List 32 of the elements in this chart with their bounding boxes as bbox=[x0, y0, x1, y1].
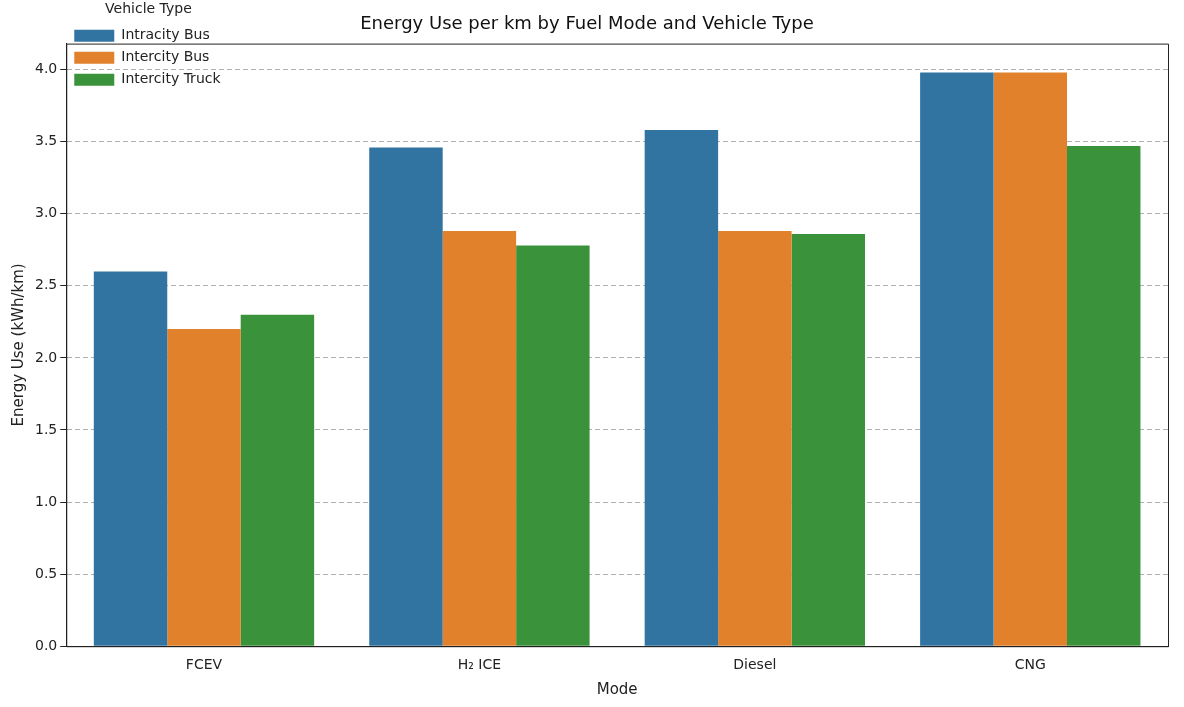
x-tick-label: Diesel bbox=[733, 656, 777, 673]
x-tick-label: FCEV bbox=[185, 656, 223, 673]
y-tick-label: 1.0 bbox=[35, 492, 58, 509]
bar bbox=[442, 231, 517, 646]
y-tick-label: 4.0 bbox=[35, 60, 58, 77]
bar bbox=[791, 233, 866, 646]
bar bbox=[718, 231, 792, 646]
y-tick-label: 0.0 bbox=[35, 636, 58, 653]
x-tick-label: H₂ ICE bbox=[457, 656, 502, 673]
y-tick-label: 1.5 bbox=[35, 420, 58, 437]
legend-label: Intercity Bus bbox=[121, 48, 210, 65]
bar bbox=[167, 329, 241, 646]
chart-title: Energy Use per km by Fuel Mode and Vehicle Type bbox=[360, 12, 814, 34]
bar bbox=[93, 271, 168, 646]
y-tick-label: 3.0 bbox=[35, 204, 58, 221]
y-axis-title: Energy Use (kWh/km) bbox=[8, 263, 27, 427]
bar bbox=[1067, 145, 1141, 646]
x-tick-label: CNG bbox=[1014, 656, 1046, 673]
y-tick-label: 2.0 bbox=[35, 348, 58, 365]
legend-label: Intracity Bus bbox=[121, 26, 210, 43]
bar bbox=[516, 245, 590, 646]
legend-title: Vehicle Type bbox=[105, 0, 192, 16]
y-tick-label: 0.5 bbox=[35, 564, 58, 581]
y-tick-label: 3.5 bbox=[35, 132, 58, 149]
bar bbox=[369, 147, 443, 646]
bar bbox=[920, 72, 994, 646]
x-axis-title: Mode bbox=[596, 679, 638, 698]
legend-label: Intercity Truck bbox=[121, 70, 222, 87]
bar bbox=[240, 314, 315, 646]
bar bbox=[644, 130, 719, 646]
y-tick-label: 2.5 bbox=[35, 276, 58, 293]
bar bbox=[993, 72, 1068, 646]
